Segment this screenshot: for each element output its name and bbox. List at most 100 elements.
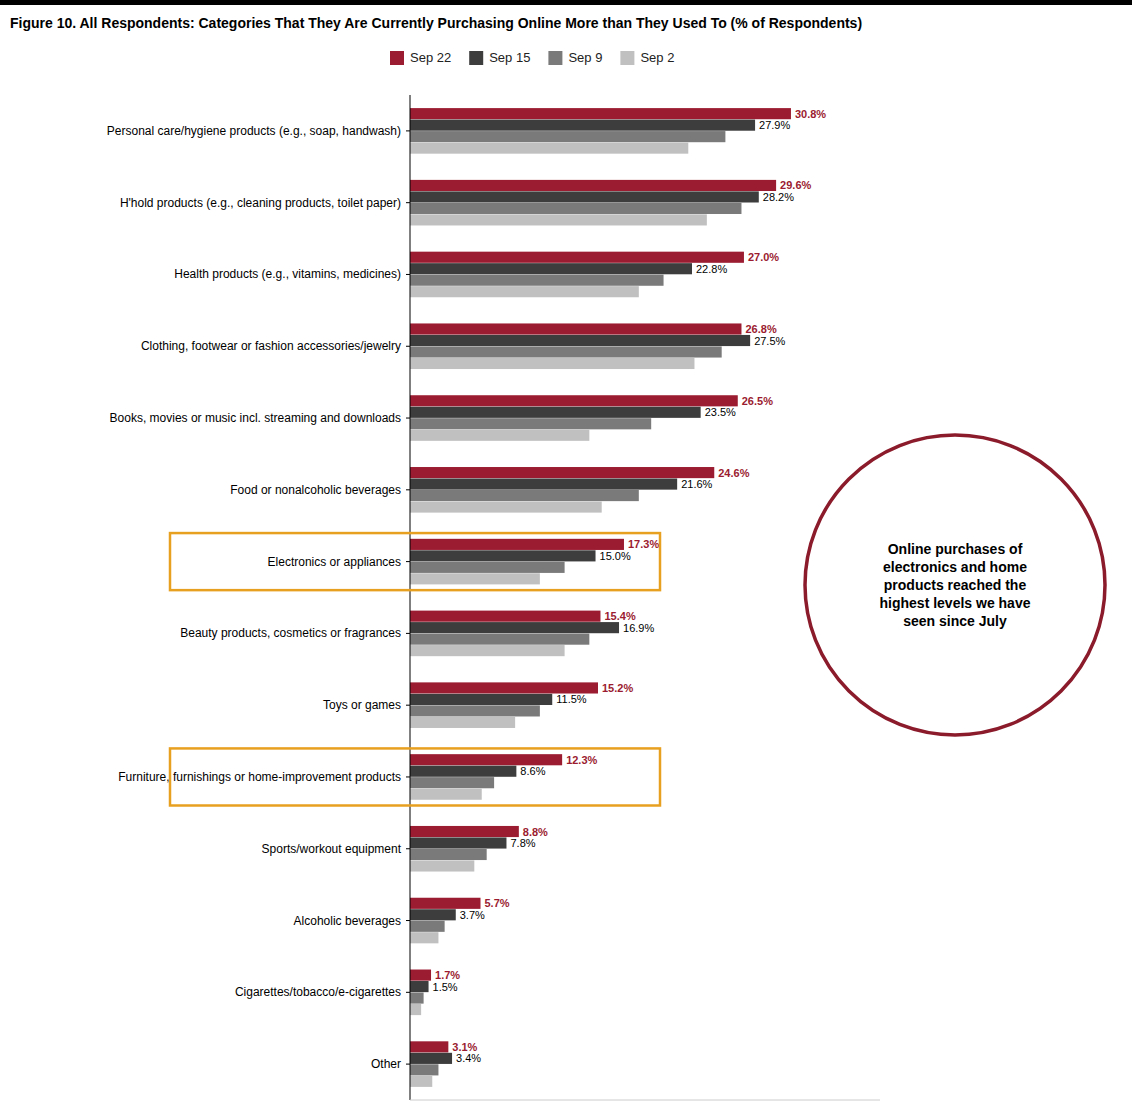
bar [410, 1041, 448, 1052]
data-label: 12.3% [566, 754, 597, 766]
data-label: 5.7% [485, 897, 510, 909]
y-tick [406, 705, 410, 706]
data-label: 24.6% [718, 467, 749, 479]
data-label: 26.5% [742, 395, 773, 407]
y-tick [406, 202, 410, 203]
annotation-circle [805, 435, 1105, 735]
annotation-line: Online purchases of [888, 541, 1023, 557]
bar [410, 573, 540, 584]
bar [410, 180, 776, 191]
bar [410, 898, 481, 909]
y-tick-label: Toys or games [323, 698, 401, 712]
legend-swatch [390, 51, 404, 65]
y-tick-label: Alcoholic beverages [294, 914, 401, 928]
data-label: 30.8% [795, 108, 826, 120]
y-tick-label: Food or nonalcoholic beverages [230, 483, 401, 497]
data-label: 27.9% [759, 119, 790, 131]
bar [410, 682, 598, 693]
bar [410, 789, 482, 800]
bar [410, 346, 722, 357]
bar [410, 562, 565, 573]
bar [410, 921, 445, 932]
bar [410, 622, 619, 633]
bar [410, 1004, 421, 1015]
data-label: 7.8% [510, 837, 535, 849]
bar [410, 479, 677, 490]
y-tick-label: Health products (e.g., vitamins, medicin… [174, 267, 401, 281]
data-label: 8.6% [520, 765, 545, 777]
bar [410, 286, 639, 297]
y-tick-label: H'hold products (e.g., cleaning products… [120, 196, 401, 210]
bar [410, 143, 688, 154]
y-tick [406, 992, 410, 993]
bar [410, 766, 516, 777]
annotation-line: electronics and home [883, 559, 1027, 575]
data-label: 1.7% [435, 969, 460, 981]
data-labels: 30.8%29.6%27.0%26.8%26.5%24.6%17.3%15.4%… [433, 108, 827, 1065]
bar [410, 837, 506, 848]
bar [410, 754, 562, 765]
y-tick-label: Cigarettes/tobacco/e-cigarettes [235, 985, 401, 999]
bar [410, 777, 494, 788]
data-label: 26.8% [745, 323, 776, 335]
bar [410, 705, 540, 716]
y-tick-label: Clothing, footwear or fashion accessorie… [141, 339, 401, 353]
bar [410, 860, 474, 871]
bar [410, 323, 741, 334]
data-label: 27.5% [754, 335, 785, 347]
data-label: 22.8% [696, 263, 727, 275]
data-label: 3.7% [460, 909, 485, 921]
data-label: 28.2% [763, 191, 794, 203]
data-label: 15.2% [602, 682, 633, 694]
data-label: 21.6% [681, 478, 712, 490]
data-label: 1.5% [433, 981, 458, 993]
y-ticks: Personal care/hygiene products (e.g., so… [107, 124, 410, 1071]
top-rule [0, 0, 1132, 5]
bar [410, 418, 651, 429]
bar [410, 717, 515, 728]
annotation-line: highest levels we have [880, 595, 1031, 611]
data-label: 23.5% [705, 406, 736, 418]
highlight-box [170, 748, 660, 805]
y-tick [406, 418, 410, 419]
bar [410, 430, 589, 441]
bar [410, 993, 424, 1004]
y-axis-line [410, 95, 411, 1100]
bar [410, 694, 552, 705]
y-tick-label: Personal care/hygiene products (e.g., so… [107, 124, 401, 138]
annotation: Online purchases of electronics and home p… [880, 541, 1031, 629]
bar [410, 539, 624, 550]
legend-label: Sep 9 [568, 50, 602, 65]
y-tick [406, 848, 410, 849]
legend-label: Sep 15 [489, 50, 530, 65]
y-tick [406, 561, 410, 562]
bar [410, 467, 714, 478]
y-tick [406, 776, 410, 777]
data-label: 3.1% [452, 1041, 477, 1053]
bar [410, 826, 519, 837]
y-tick-label: Sports/workout equipment [262, 842, 402, 856]
data-label: 15.0% [600, 550, 631, 562]
y-tick [406, 274, 410, 275]
bar [410, 550, 596, 561]
bar [410, 108, 791, 119]
bars [410, 108, 791, 1087]
annotation-line: seen since July [903, 613, 1007, 629]
annotation-line: products reached the [884, 577, 1027, 593]
bar [410, 407, 701, 418]
legend-label: Sep 22 [410, 50, 451, 65]
y-tick-label: Other [371, 1057, 401, 1071]
legend-swatch [548, 51, 562, 65]
y-tick [406, 1064, 410, 1065]
bar [410, 1076, 432, 1087]
bar [410, 611, 600, 622]
bar [410, 214, 707, 225]
chart: Figure 10. All Respondents: Categories T… [0, 0, 1132, 1118]
data-label: 11.5% [556, 693, 587, 705]
y-tick-label: Beauty products, cosmetics or fragrances [180, 626, 401, 640]
y-tick [406, 130, 410, 131]
y-tick-label: Books, movies or music incl. streaming a… [110, 411, 401, 425]
bar [410, 191, 759, 202]
data-label: 16.9% [623, 622, 654, 634]
data-label: 27.0% [748, 251, 779, 263]
